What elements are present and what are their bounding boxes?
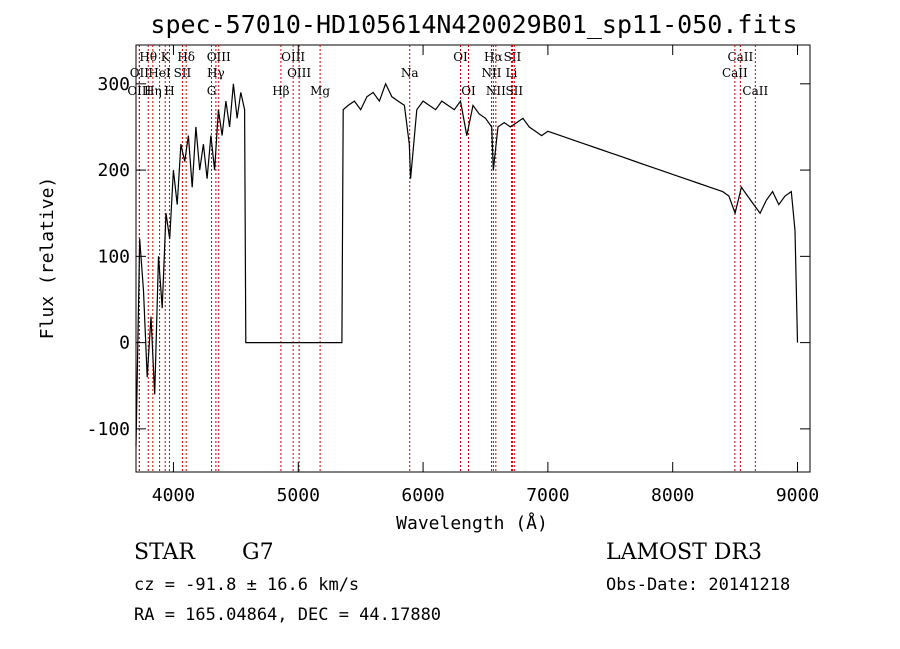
spectral-line-label: CaII [742, 84, 768, 98]
spectral-line-label: Li [506, 66, 518, 80]
spectral-line-label: OIII [127, 84, 151, 98]
spectral-line-label: Hθ [139, 50, 157, 64]
x-tick-label: 7000 [526, 485, 569, 506]
spectral-line-label: Hδ [177, 50, 195, 64]
x-tick-label: 9000 [776, 485, 819, 506]
spectral-line-label: SII [174, 66, 192, 80]
spectral-line-label: Mg [310, 84, 330, 98]
spectrum-layer [135, 82, 799, 447]
chart-title: spec-57010-HD105614N420029B01_sp11-050.f… [150, 10, 797, 39]
redshift-readout: cz = -91.8 ± 16.6 km/s [134, 575, 359, 595]
spectral-line-label: OIII [207, 50, 231, 64]
spectral-line-label: G [207, 84, 217, 98]
x-tick-label: 4000 [152, 485, 195, 506]
spectral-line-label: OIII [281, 50, 305, 64]
spectral-line-label: Hγ [207, 66, 225, 80]
ticks-layer: 4000 5000 6000 7000 8000 9000 -100 0 100 200 300 [87, 45, 819, 506]
x-axis-label: Wavelength (Å) [396, 512, 548, 534]
spectral-line-label: SII [505, 84, 523, 98]
spectral-line-label: CaII [727, 50, 753, 64]
x-tick-label: 6000 [401, 485, 444, 506]
plot-frame [135, 44, 811, 473]
spectral-line-label: OIII [287, 66, 311, 80]
survey-name: LAMOST DR3 [606, 540, 762, 565]
spectral-line-label: K [161, 50, 171, 64]
spectral-line-label: OI [461, 84, 476, 98]
spectral-line-label: OI [453, 50, 468, 64]
obs-date: Obs-Date: 20141218 [606, 575, 790, 595]
spectral-line-label: Hβ [272, 84, 289, 98]
y-tick-label: 200 [97, 160, 130, 181]
coordinates: RA = 165.04864, DEC = 44.17880 [134, 605, 441, 625]
spectral-line-label: NII [486, 84, 506, 98]
spectral-line-label: H [164, 84, 174, 98]
spectrum-series-line [135, 82, 799, 447]
spectral-line-label: NII [481, 66, 501, 80]
object-type: STAR [134, 540, 196, 565]
y-tick-label: 300 [97, 74, 130, 95]
spectral-line-label: Hα [484, 50, 503, 64]
y-tick-label: 0 [119, 333, 130, 354]
y-tick-label: -100 [87, 419, 130, 440]
spectral-line-label: Na [401, 66, 419, 80]
x-tick-label: 5000 [277, 485, 320, 506]
spectral-line-label: HeI [148, 66, 171, 80]
spectral-line-label: SII [504, 50, 522, 64]
y-tick-label: 100 [97, 246, 130, 267]
spectral-line-label: Hη [144, 84, 162, 98]
spectral-line-label: CaII [722, 66, 748, 80]
y-axis-label: Flux (relative) [37, 177, 58, 340]
object-subclass: G7 [242, 540, 274, 565]
x-tick-label: 8000 [651, 485, 694, 506]
